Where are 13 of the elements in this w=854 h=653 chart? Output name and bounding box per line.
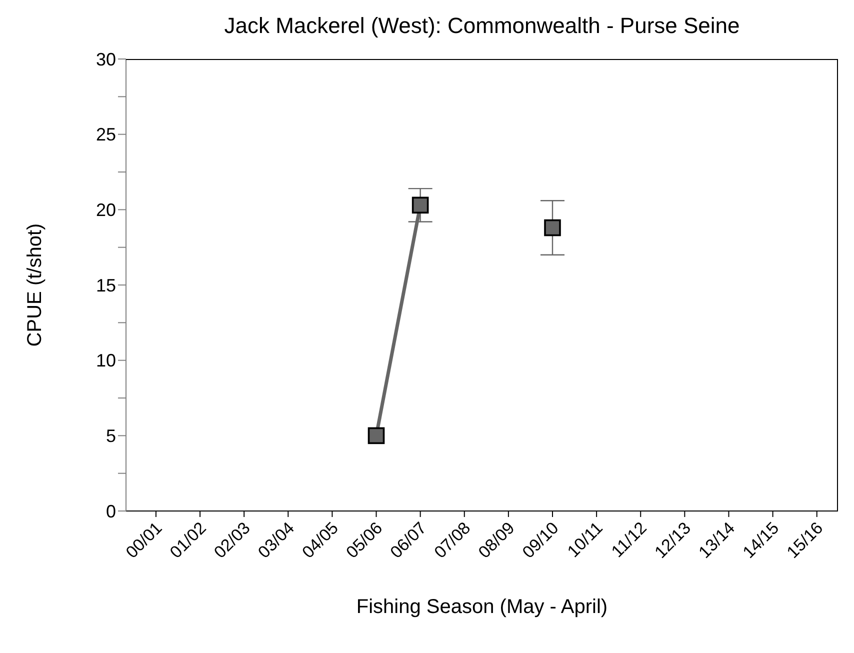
chart-title: Jack Mackerel (West): Commonwealth - Purse Seine [223,12,741,40]
point [544,219,561,236]
y-tick-label: 10 [96,350,116,371]
point [368,427,385,444]
point [412,196,429,214]
y-axis-title: CPUE (t/shot) [24,223,46,347]
y-tick-label: 5 [106,426,116,446]
y-tick-label: 20 [96,200,116,220]
y-tick-label: 30 [96,49,116,70]
y-tick-label: 25 [96,124,116,145]
x-axis-title: Fishing Season (May - April) [356,596,608,618]
y-tick-label: 0 [106,501,116,522]
y-tick-label: 15 [96,275,116,296]
